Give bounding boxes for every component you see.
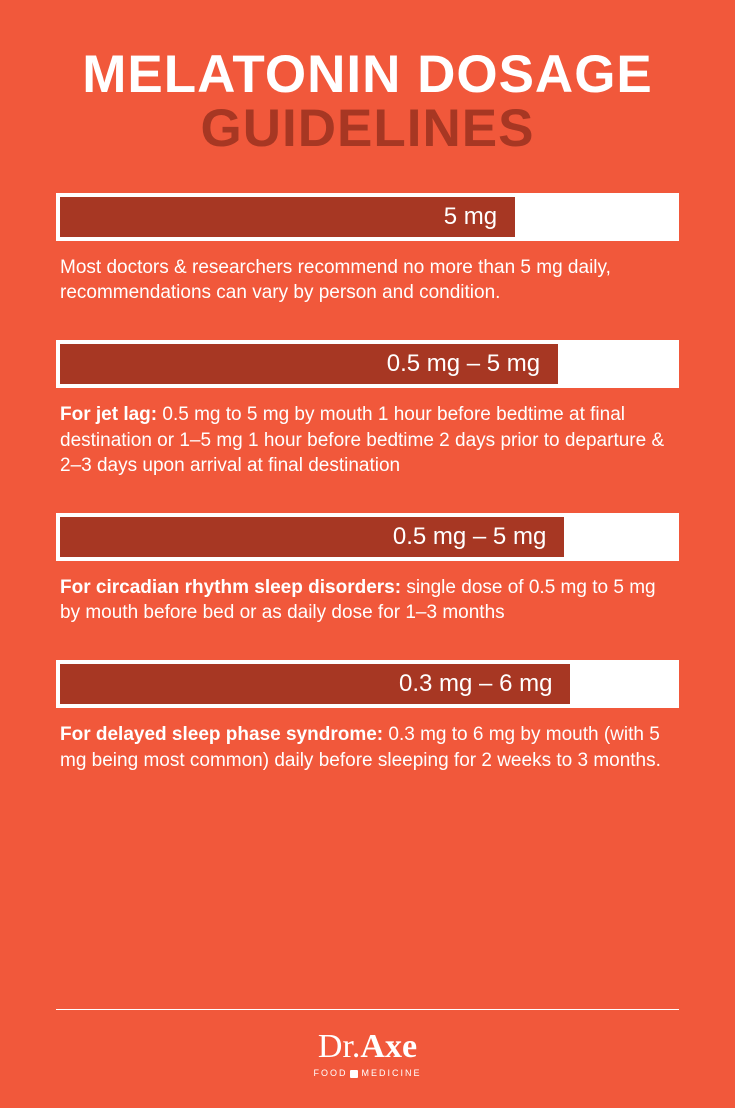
footer: Dr.Axe FOOD MEDICINE bbox=[56, 1009, 679, 1078]
tagline-separator-icon bbox=[350, 1070, 358, 1078]
tagline-left: FOOD bbox=[313, 1068, 347, 1078]
title-line-2: GUIDELINES bbox=[56, 101, 679, 157]
dose-description: Most doctors & researchers recommend no … bbox=[56, 255, 679, 306]
dose-label: 0.5 mg – 5 mg bbox=[393, 523, 546, 551]
sections-container: 5 mg Most doctors & researchers recommend… bbox=[56, 193, 679, 808]
dose-description-lead: For delayed sleep phase syndrome: bbox=[60, 724, 388, 745]
dose-bar-track: 0.5 mg – 5 mg bbox=[56, 340, 679, 388]
brand-main: Axe bbox=[360, 1028, 417, 1065]
dosage-section: 5 mg Most doctors & researchers recommend… bbox=[56, 193, 679, 306]
tagline-right: MEDICINE bbox=[361, 1068, 421, 1078]
brand-tagline: FOOD MEDICINE bbox=[56, 1068, 679, 1078]
dose-description: For delayed sleep phase syndrome: 0.3 mg… bbox=[56, 722, 679, 773]
title-line-1: MELATONIN DOSAGE bbox=[56, 48, 679, 101]
brand-prefix: Dr. bbox=[318, 1028, 361, 1065]
title-block: MELATONIN DOSAGE GUIDELINES bbox=[56, 48, 679, 157]
dose-bar-track: 0.3 mg – 6 mg bbox=[56, 660, 679, 708]
brand-logo: Dr.Axe bbox=[56, 1030, 679, 1064]
dose-description: For circadian rhythm sleep disorders: si… bbox=[56, 575, 679, 626]
dose-bar-fill: 0.3 mg – 6 mg bbox=[60, 664, 570, 704]
dose-bar-track: 5 mg bbox=[56, 193, 679, 241]
dose-label: 0.5 mg – 5 mg bbox=[387, 350, 540, 378]
dose-description: For jet lag: 0.5 mg to 5 mg by mouth 1 h… bbox=[56, 402, 679, 479]
dose-label: 0.3 mg – 6 mg bbox=[399, 670, 552, 698]
dose-description-lead: For circadian rhythm sleep disorders: bbox=[60, 577, 406, 598]
dose-bar-fill: 0.5 mg – 5 mg bbox=[60, 517, 564, 557]
dose-bar-fill: 5 mg bbox=[60, 197, 515, 237]
dose-label: 5 mg bbox=[444, 203, 497, 231]
dose-description-lead: For jet lag: bbox=[60, 404, 162, 425]
dose-description-body: Most doctors & researchers recommend no … bbox=[60, 257, 611, 304]
dose-bar-fill: 0.5 mg – 5 mg bbox=[60, 344, 558, 384]
dosage-section: 0.3 mg – 6 mg For delayed sleep phase syn… bbox=[56, 660, 679, 773]
dosage-section: 0.5 mg – 5 mg For jet lag: 0.5 mg to 5 mg… bbox=[56, 340, 679, 479]
dose-bar-track: 0.5 mg – 5 mg bbox=[56, 513, 679, 561]
dosage-section: 0.5 mg – 5 mg For circadian rhythm sleep … bbox=[56, 513, 679, 626]
